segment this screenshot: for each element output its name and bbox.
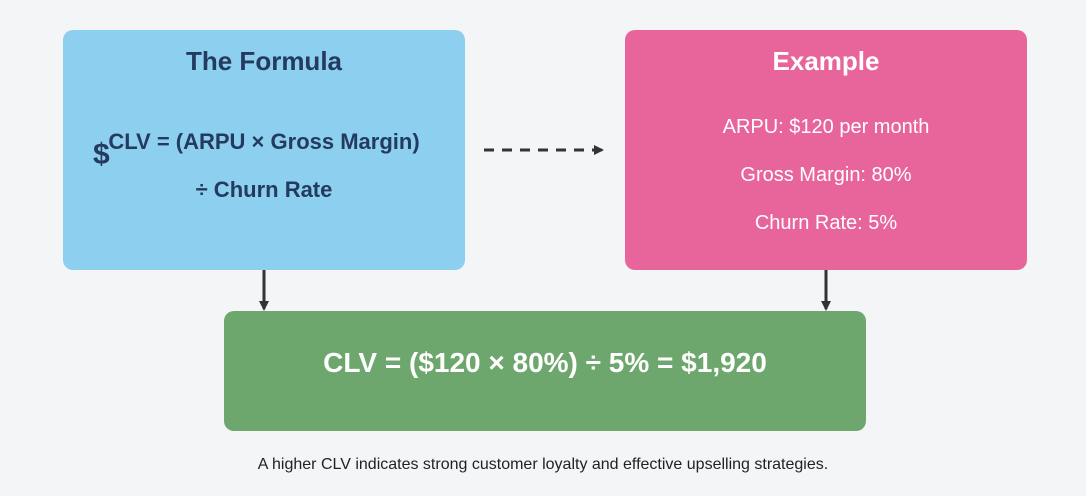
formula-title: The Formula bbox=[185, 46, 342, 76]
example-item-gross-margin: Gross Margin: 80% bbox=[740, 164, 912, 186]
example-title: Example bbox=[772, 46, 880, 76]
formula-box: The Formula CLV = (ARPU × Gross Margin) … bbox=[63, 30, 465, 270]
example-item-arpu: ARPU: $120 per month bbox=[722, 116, 930, 138]
formula-line-1: CLV = (ARPU × Gross Margin) bbox=[108, 129, 420, 154]
example-item-churn-rate: Churn Rate: 5% bbox=[754, 212, 898, 234]
dollar-icon: $ bbox=[93, 138, 110, 171]
result-box: CLV = ($120 × 80%) ÷ 5% = $1,920 bbox=[224, 311, 866, 431]
formula-line-2: ÷ Churn Rate bbox=[195, 177, 333, 202]
result-text: CLV = ($120 × 80%) ÷ 5% = $1,920 bbox=[323, 347, 767, 378]
example-box: Example ARPU: $120 per month Gross Margi… bbox=[625, 30, 1027, 270]
caption: A higher CLV indicates strong customer l… bbox=[257, 456, 829, 473]
